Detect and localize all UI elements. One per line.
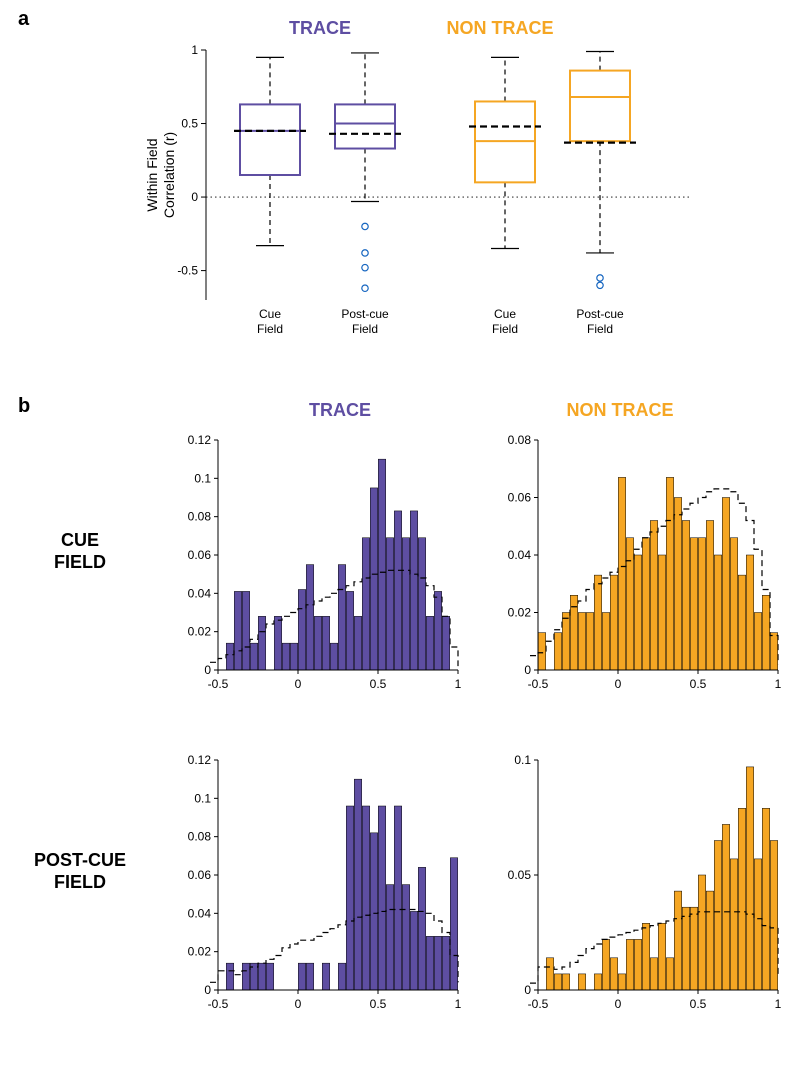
svg-text:-0.5: -0.5 bbox=[528, 677, 549, 691]
boxplot-chart: -0.500.51Within FieldCorrelation (r)CueF… bbox=[150, 40, 710, 360]
svg-text:Field: Field bbox=[492, 322, 518, 336]
svg-text:1: 1 bbox=[775, 677, 782, 691]
svg-text:0: 0 bbox=[295, 677, 302, 691]
svg-text:0.1: 0.1 bbox=[514, 753, 531, 767]
svg-text:0: 0 bbox=[204, 983, 211, 997]
svg-text:Cue: Cue bbox=[259, 307, 281, 321]
svg-text:-0.5: -0.5 bbox=[528, 997, 549, 1011]
hist-nontrace-postcue: 00.050.1-0.500.51 bbox=[490, 750, 790, 1020]
svg-text:0.5: 0.5 bbox=[690, 677, 707, 691]
svg-text:0: 0 bbox=[295, 997, 302, 1011]
svg-text:0: 0 bbox=[615, 997, 622, 1011]
svg-text:0.08: 0.08 bbox=[188, 830, 212, 844]
panel-a-title-nontrace: NON TRACE bbox=[420, 18, 580, 39]
svg-text:0.12: 0.12 bbox=[188, 753, 212, 767]
svg-text:0.02: 0.02 bbox=[188, 945, 212, 959]
svg-text:1: 1 bbox=[775, 997, 782, 1011]
svg-text:1: 1 bbox=[455, 997, 462, 1011]
svg-text:0.06: 0.06 bbox=[508, 491, 532, 505]
panel-a-title-trace: TRACE bbox=[260, 18, 380, 39]
svg-text:0.02: 0.02 bbox=[188, 625, 212, 639]
svg-text:0.04: 0.04 bbox=[188, 906, 212, 920]
svg-text:0: 0 bbox=[524, 983, 531, 997]
svg-text:1: 1 bbox=[455, 677, 462, 691]
svg-text:Within FieldCorrelation (r): Within FieldCorrelation (r) bbox=[144, 132, 177, 218]
svg-text:0.1: 0.1 bbox=[194, 791, 211, 805]
svg-text:0.04: 0.04 bbox=[508, 548, 532, 562]
svg-text:0.12: 0.12 bbox=[188, 433, 212, 447]
svg-text:-0.5: -0.5 bbox=[208, 997, 229, 1011]
svg-text:0: 0 bbox=[191, 190, 198, 204]
svg-text:-0.5: -0.5 bbox=[208, 677, 229, 691]
svg-text:0.02: 0.02 bbox=[508, 606, 532, 620]
panel-b-label: b bbox=[18, 395, 30, 418]
svg-text:0.04: 0.04 bbox=[188, 586, 212, 600]
panel-b-col-trace: TRACE bbox=[240, 400, 440, 421]
svg-text:0.08: 0.08 bbox=[508, 433, 532, 447]
svg-text:Field: Field bbox=[587, 322, 613, 336]
svg-text:1: 1 bbox=[191, 43, 198, 57]
hist-trace-cue: 00.020.040.060.080.10.12-0.500.51 bbox=[170, 430, 470, 700]
svg-text:Cue: Cue bbox=[494, 307, 516, 321]
svg-text:0.1: 0.1 bbox=[194, 471, 211, 485]
svg-text:-0.5: -0.5 bbox=[177, 264, 198, 278]
svg-text:0: 0 bbox=[615, 677, 622, 691]
panel-a-label: a bbox=[18, 8, 29, 31]
svg-text:Field: Field bbox=[352, 322, 378, 336]
svg-text:0: 0 bbox=[524, 663, 531, 677]
svg-text:Post-cue: Post-cue bbox=[576, 307, 624, 321]
svg-text:0.5: 0.5 bbox=[370, 677, 387, 691]
svg-text:0: 0 bbox=[204, 663, 211, 677]
svg-text:0.5: 0.5 bbox=[181, 117, 198, 131]
figure-page: a TRACE NON TRACE -0.500.51Within FieldC… bbox=[0, 0, 800, 1075]
panel-b-col-nontrace: NON TRACE bbox=[520, 400, 720, 421]
svg-text:0.5: 0.5 bbox=[690, 997, 707, 1011]
panel-b-row-postcue: POST-CUEFIELD bbox=[15, 850, 145, 893]
svg-text:0.06: 0.06 bbox=[188, 548, 212, 562]
svg-text:0.5: 0.5 bbox=[370, 997, 387, 1011]
svg-text:0.05: 0.05 bbox=[508, 868, 532, 882]
svg-text:0.06: 0.06 bbox=[188, 868, 212, 882]
hist-nontrace-cue: 00.020.040.060.08-0.500.51 bbox=[490, 430, 790, 700]
row-postcue-text: POST-CUEFIELD bbox=[34, 850, 126, 892]
row-cue-text: CUEFIELD bbox=[54, 530, 106, 572]
svg-text:0.08: 0.08 bbox=[188, 510, 212, 524]
svg-text:Post-cue: Post-cue bbox=[341, 307, 389, 321]
hist-trace-postcue: 00.020.040.060.080.10.12-0.500.51 bbox=[170, 750, 470, 1020]
svg-text:Field: Field bbox=[257, 322, 283, 336]
panel-b-row-cue: CUEFIELD bbox=[15, 530, 145, 573]
